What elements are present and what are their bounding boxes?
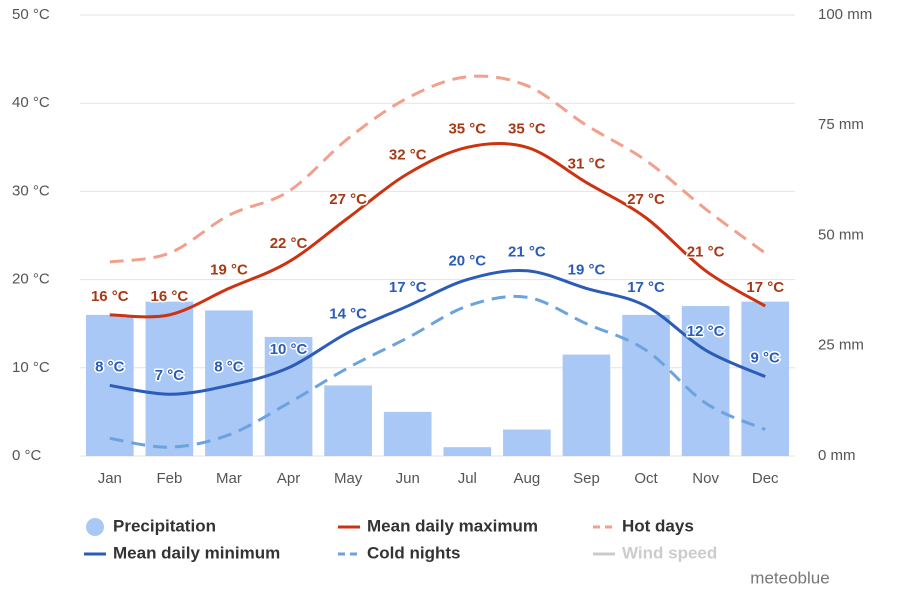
y2-tick-label: 0 mm — [818, 447, 856, 464]
value-label: 35 °C — [508, 120, 546, 137]
value-label: 10 °C — [270, 341, 308, 358]
x-tick-label: Jan — [98, 470, 122, 487]
value-label: 8 °C — [214, 358, 244, 375]
x-tick-label: Sep — [573, 470, 600, 487]
x-tick-label: Jun — [396, 470, 420, 487]
x-tick-label: Aug — [514, 470, 541, 487]
value-label: 17 °C — [389, 279, 427, 296]
x-tick-label: Feb — [156, 470, 182, 487]
legend-swatch — [86, 518, 104, 536]
watermark: meteoblue — [750, 568, 829, 587]
value-label: 21 °C — [508, 244, 546, 261]
bar — [264, 336, 313, 456]
y2-tick-label: 25 mm — [818, 337, 864, 354]
bar — [383, 411, 432, 456]
bar — [324, 385, 372, 456]
bar — [145, 301, 194, 456]
legend-label: Mean daily minimum — [113, 543, 280, 562]
y-tick-label: 0 °C — [12, 447, 42, 464]
x-tick-label: Mar — [216, 470, 242, 487]
y-tick-label: 50 °C — [12, 6, 50, 23]
line — [109, 294, 766, 449]
value-label: 27 °C — [329, 191, 367, 208]
bar — [681, 306, 730, 456]
x-tick-label: Jul — [458, 470, 477, 487]
x-tick-label: Apr — [277, 470, 300, 487]
x-tick-label: Dec — [752, 470, 779, 487]
legend-label: Hot days — [622, 516, 694, 535]
y-tick-label: 30 °C — [12, 182, 50, 199]
value-label: 14 °C — [329, 305, 367, 322]
y-tick-label: 20 °C — [12, 271, 50, 288]
value-label: 17 °C — [627, 279, 665, 296]
x-tick-label: Nov — [692, 470, 719, 487]
legend-label: Cold nights — [367, 543, 460, 562]
value-label: 17 °C — [746, 279, 784, 296]
bar — [562, 354, 611, 456]
value-label: 16 °C — [151, 288, 189, 305]
legend-label: Precipitation — [113, 516, 216, 535]
y2-tick-label: 50 mm — [818, 226, 864, 243]
value-label: 32 °C — [389, 147, 427, 164]
x-tick-label: May — [334, 470, 363, 487]
value-label: 8 °C — [95, 358, 125, 375]
bar — [443, 447, 492, 456]
bar — [622, 314, 670, 456]
value-label: 27 °C — [627, 191, 665, 208]
value-label: 19 °C — [210, 261, 248, 278]
value-label: 16 °C — [91, 288, 129, 305]
value-label: 22 °C — [270, 235, 308, 252]
legend-label: Wind speed — [622, 543, 717, 562]
value-label: 19 °C — [568, 261, 606, 278]
value-label: 20 °C — [448, 253, 486, 270]
y2-tick-label: 100 mm — [818, 6, 872, 23]
value-label: 9 °C — [751, 350, 781, 367]
value-label: 31 °C — [568, 156, 606, 173]
y2-tick-label: 75 mm — [818, 116, 864, 133]
legend-label: Mean daily maximum — [367, 516, 538, 535]
line — [109, 74, 767, 264]
y-tick-label: 10 °C — [12, 359, 50, 376]
value-label: 35 °C — [448, 120, 486, 137]
x-tick-label: Oct — [634, 470, 658, 487]
bar — [503, 429, 551, 456]
line — [109, 141, 766, 319]
value-label: 21 °C — [687, 244, 725, 261]
y-tick-label: 40 °C — [12, 94, 50, 111]
line — [109, 268, 766, 396]
value-label: 7 °C — [155, 367, 185, 384]
bar — [741, 301, 790, 456]
value-label: 12 °C — [687, 323, 725, 340]
